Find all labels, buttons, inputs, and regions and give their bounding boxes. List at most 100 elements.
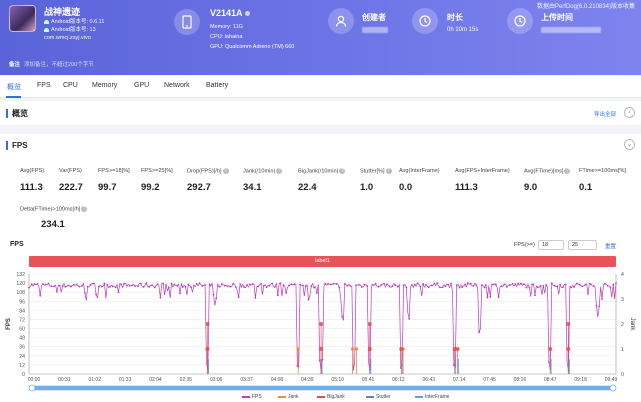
fps-point xyxy=(483,286,486,289)
tab-network[interactable]: Network xyxy=(164,82,190,89)
tab-battery[interactable]: Battery xyxy=(206,82,229,89)
fps-filter-max-input[interactable] xyxy=(568,240,597,250)
metric-label: Var(FPS) xyxy=(59,168,82,174)
jank-marker xyxy=(296,347,300,351)
reset-button[interactable]: 重置 xyxy=(605,244,617,250)
fps-point xyxy=(285,292,288,294)
range-handle-left[interactable] xyxy=(28,384,36,392)
y-tick-label: 48 xyxy=(19,336,25,342)
fps-point xyxy=(489,295,492,298)
android-icon xyxy=(44,19,49,24)
fps-point xyxy=(209,284,212,287)
metric-label: Avg(InterFrame) xyxy=(399,168,440,174)
fps-point xyxy=(587,292,589,295)
x-tick-label: 03:06 xyxy=(210,377,223,383)
fps-point xyxy=(36,283,39,285)
x-tick-label: 02:04 xyxy=(149,377,162,383)
info-icon[interactable] xyxy=(244,11,250,17)
fps-section-title: FPS xyxy=(6,141,28,150)
fps-point xyxy=(30,283,33,286)
tab-cpu[interactable]: CPU xyxy=(63,82,78,89)
fps-point xyxy=(455,284,458,287)
collapse-overview-button[interactable]: ‹ xyxy=(624,107,635,118)
fps-point xyxy=(514,283,517,286)
fps-point xyxy=(503,283,506,286)
collapse-fps-button[interactable]: ⌄ xyxy=(624,139,635,150)
legend-item[interactable]: Stutter xyxy=(366,394,391,400)
fps-point xyxy=(260,283,262,285)
fps-point xyxy=(324,282,327,285)
fps-point xyxy=(366,285,369,287)
user-icon xyxy=(328,8,354,34)
y-tick-label: 24 xyxy=(19,354,25,360)
fps-point xyxy=(316,292,318,294)
device-name: V2141A xyxy=(210,8,250,18)
legend-item[interactable]: FPS xyxy=(242,394,262,400)
x-tick-label: 05:10 xyxy=(331,377,344,383)
range-slider-fill[interactable] xyxy=(33,386,612,390)
fps-point xyxy=(137,285,139,288)
fps-point xyxy=(78,285,81,288)
game-name: 战神遗迹 xyxy=(44,7,81,17)
fps-point xyxy=(497,296,500,299)
fps-point xyxy=(299,283,302,286)
help-icon[interactable]: ? xyxy=(81,206,88,212)
range-handle-right[interactable] xyxy=(609,384,617,392)
metric-label: FPS>=18[%] xyxy=(98,168,130,174)
fps-point xyxy=(310,285,313,288)
help-icon[interactable]: ? xyxy=(339,168,346,174)
y2-axis-label: Jank xyxy=(629,318,635,332)
metric-value: 1.0 xyxy=(360,182,374,193)
help-icon[interactable]: ? xyxy=(222,168,229,174)
metric-label: Avg(FPS+InterFrame) xyxy=(455,168,510,174)
help-icon[interactable]: ? xyxy=(385,168,392,174)
tab-memory[interactable]: Memory xyxy=(92,82,118,89)
fps-point xyxy=(332,282,335,285)
legend-item[interactable]: Jank xyxy=(278,394,299,400)
fps-point xyxy=(215,297,218,300)
fps-point xyxy=(212,293,215,296)
metric-value: 0.0 xyxy=(399,182,413,193)
overview-section: 概览 导出全部 ‹ xyxy=(0,101,641,125)
y-tick-label: 12 xyxy=(19,363,25,369)
fps-point xyxy=(408,317,411,320)
metric-label: Stutter[%]? xyxy=(360,168,392,175)
x-tick-label: 02:35 xyxy=(180,377,193,383)
tab-gpu[interactable]: GPU xyxy=(134,82,150,89)
label-bar[interactable]: label1 xyxy=(29,256,616,267)
fps-point xyxy=(156,283,159,286)
fps-point xyxy=(111,285,114,288)
export-all-link[interactable]: 导出全部 xyxy=(594,112,617,118)
fps-point xyxy=(313,286,316,289)
fps-point xyxy=(61,285,64,287)
device-memory: Memory: 11G xyxy=(210,24,243,30)
fps-point xyxy=(229,285,232,288)
fps-point xyxy=(240,285,243,288)
fps-point xyxy=(125,284,128,287)
fps-point xyxy=(131,284,134,286)
x-tick-label: 01:02 xyxy=(88,377,101,383)
tab-overview[interactable]: 概览 xyxy=(7,84,21,91)
fps-point xyxy=(28,286,30,289)
fps-point xyxy=(271,282,274,285)
legend-item[interactable]: InterFrame xyxy=(415,394,449,400)
chart-title: FPS xyxy=(10,241,24,248)
tab-fps[interactable]: FPS xyxy=(37,82,51,89)
fps-point xyxy=(237,296,240,299)
fps-point xyxy=(47,282,50,285)
fps-filter-min-input[interactable] xyxy=(538,240,564,250)
help-icon[interactable]: ? xyxy=(564,168,571,174)
y-tick-label: 96 xyxy=(19,299,25,305)
remark-input[interactable]: 添加备注，不超过200个字节 xyxy=(24,62,94,68)
fps-point xyxy=(341,315,343,318)
fps-point xyxy=(531,283,534,286)
fps-point xyxy=(234,286,237,289)
help-icon[interactable]: ? xyxy=(276,168,283,174)
legend-item[interactable]: BigJank xyxy=(317,394,345,400)
remark-row[interactable]: 备注 添加备注，不超过200个字节 xyxy=(9,60,94,68)
fps-point xyxy=(343,283,346,285)
y-tick-label: 120 xyxy=(16,281,25,287)
android-version: Android版本号: 0.6.11 xyxy=(51,19,105,25)
fps-point xyxy=(257,285,260,288)
